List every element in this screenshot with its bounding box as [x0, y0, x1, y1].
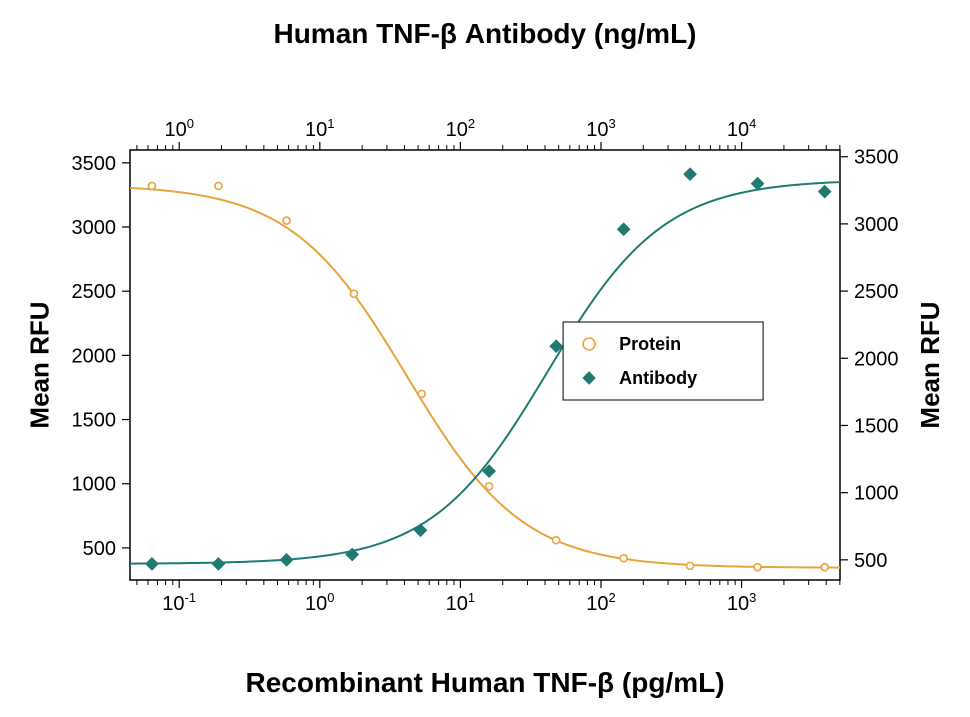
svg-text:3500: 3500	[854, 147, 899, 169]
svg-text:2500: 2500	[854, 281, 899, 303]
svg-text:100: 100	[305, 590, 334, 615]
svg-text:500: 500	[854, 550, 887, 572]
svg-text:10-1: 10-1	[162, 590, 196, 615]
svg-text:102: 102	[586, 590, 615, 615]
antibody-marker	[280, 554, 292, 566]
plot-area: 10-1 100 101 102 103 100 101 102 103 104 500 1000 15…	[0, 0, 970, 717]
svg-text:3500: 3500	[72, 153, 117, 175]
legend-label-antibody: Antibody	[619, 368, 697, 388]
protein-marker	[486, 483, 493, 490]
protein-marker	[754, 564, 761, 571]
svg-text:103: 103	[727, 590, 756, 615]
svg-text:100: 100	[164, 116, 193, 141]
protein-marker	[821, 564, 828, 571]
antibody-marker	[212, 558, 224, 570]
y-axis-right-label: Mean RFU	[915, 301, 946, 428]
svg-text:104: 104	[727, 116, 756, 141]
protein-marker	[148, 182, 155, 189]
protein-marker	[283, 217, 290, 224]
svg-text:101: 101	[305, 116, 334, 141]
antibody-marker	[414, 524, 426, 536]
svg-text:1000: 1000	[854, 483, 899, 505]
svg-text:500: 500	[83, 538, 116, 560]
antibody-marker	[751, 177, 763, 189]
antibody-marker	[684, 168, 696, 180]
x-axis-top-title: Human TNF-β Antibody (ng/mL)	[0, 18, 970, 50]
protein-marker	[350, 290, 357, 297]
svg-text:2000: 2000	[72, 345, 117, 367]
svg-text:1500: 1500	[72, 410, 117, 432]
legend-label-protein: Protein	[619, 334, 681, 354]
svg-text:3000: 3000	[854, 214, 899, 236]
svg-text:101: 101	[446, 590, 475, 615]
svg-text:2000: 2000	[854, 348, 899, 370]
protein-marker	[687, 562, 694, 569]
protein-marker	[418, 390, 425, 397]
antibody-marker	[618, 223, 630, 235]
legend: Protein Antibody	[563, 322, 763, 400]
svg-text:103: 103	[586, 116, 615, 141]
svg-text:1500: 1500	[854, 415, 899, 437]
svg-text:2500: 2500	[72, 281, 117, 303]
protein-marker	[553, 537, 560, 544]
svg-text:102: 102	[446, 116, 475, 141]
protein-marker	[620, 555, 627, 562]
chart-container: Human TNF-β Antibody (ng/mL) Mean RFU Me…	[0, 0, 970, 717]
y-axis-left-label: Mean RFU	[24, 301, 55, 428]
svg-text:1000: 1000	[72, 474, 117, 496]
protein-marker	[215, 182, 222, 189]
antibody-marker	[819, 186, 831, 198]
x-axis-bottom-title: Recombinant Human TNF-β (pg/mL)	[0, 667, 970, 699]
svg-text:3000: 3000	[72, 217, 117, 239]
antibody-marker	[146, 558, 158, 570]
